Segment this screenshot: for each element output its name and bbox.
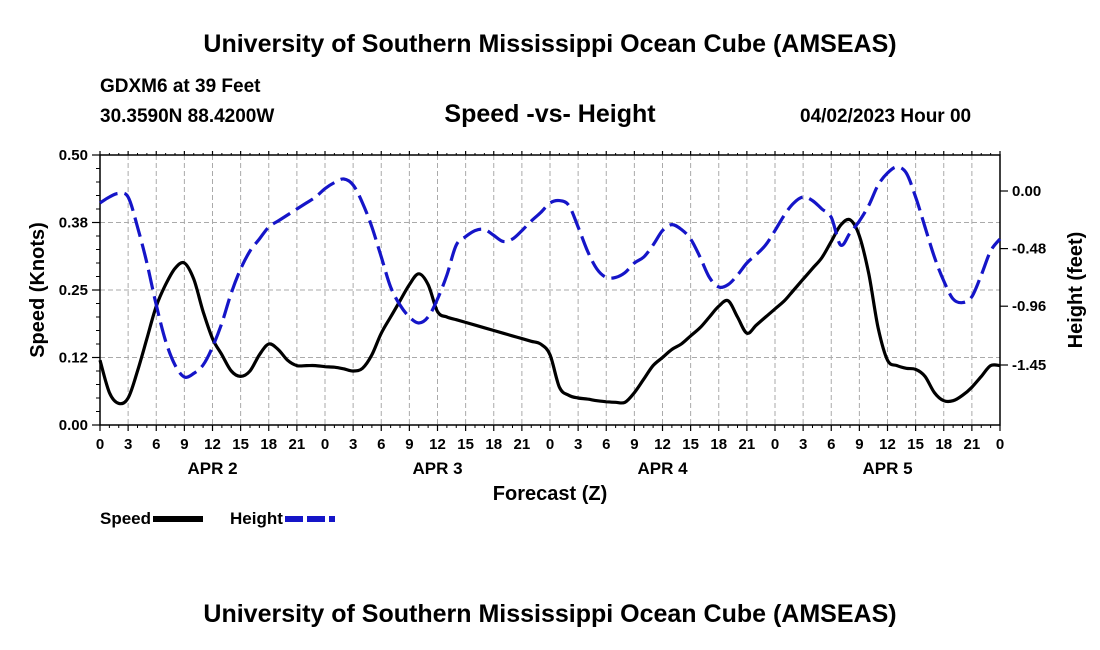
x-tick-label: 3 xyxy=(799,436,807,453)
x-tick-label: 12 xyxy=(429,436,446,453)
x-tick-label: 9 xyxy=(630,436,638,453)
x-tick-label: 9 xyxy=(405,436,413,453)
station-label: GDXM6 at 39 Feet xyxy=(100,76,261,97)
x-tick-label: 3 xyxy=(349,436,357,453)
day-label: APR 5 xyxy=(862,459,912,478)
legend-speed-label: Speed xyxy=(100,509,152,528)
x-tick-label: 18 xyxy=(260,436,277,453)
x-tick-label: 0 xyxy=(996,436,1004,453)
y-tick-label: 0.12 xyxy=(59,350,88,367)
x-tick-label: 15 xyxy=(907,436,924,453)
legend-height-label: Height xyxy=(230,509,283,528)
x-tick-label: 0 xyxy=(96,436,104,453)
x-tick-label: 12 xyxy=(654,436,671,453)
day-label: APR 3 xyxy=(412,459,462,478)
x-tick-label: 9 xyxy=(855,436,863,453)
x-tick-label: 0 xyxy=(321,436,329,453)
legend-speed: Speed xyxy=(100,509,204,529)
y2-axis-label: Height (feet) xyxy=(1065,232,1087,349)
x-tick-label: 6 xyxy=(152,436,160,453)
x-tick-label: 0 xyxy=(546,436,554,453)
x-tick-label: 21 xyxy=(964,436,981,453)
x-tick-label: 6 xyxy=(377,436,385,453)
x-tick-label: 15 xyxy=(682,436,699,453)
x-tick-label: 3 xyxy=(124,436,132,453)
legend-height-swatch xyxy=(284,516,335,522)
y2-tick-label: -0.48 xyxy=(1012,241,1046,258)
y-tick-label: 0.50 xyxy=(59,147,88,164)
x-tick-label: 6 xyxy=(827,436,835,453)
x-tick-label: 15 xyxy=(457,436,474,453)
grid-lines xyxy=(100,155,1000,425)
x-tick-label: 18 xyxy=(935,436,952,453)
forecast-datetime: 04/02/2023 Hour 00 xyxy=(800,106,972,127)
speed-series-line xyxy=(98,217,1001,406)
y-axis-label: Speed (Knots) xyxy=(27,222,49,358)
x-tick-label: 21 xyxy=(739,436,756,453)
axes: 0 3 6 9 12 15 18 21 0 3 6 9 12 15 18 21 0 3 6 9 12 15 18 21 0 3 6 9… xyxy=(59,147,1046,478)
x-tick-label: 6 xyxy=(602,436,610,453)
y-tick-label: 0.00 xyxy=(59,417,88,434)
x-tick-label: 12 xyxy=(879,436,896,453)
y-tick-label: 0.25 xyxy=(59,282,88,299)
x-tick-label: 18 xyxy=(710,436,727,453)
y2-tick-label: -1.45 xyxy=(1012,357,1046,374)
chart-title: University of Southern Mississippi Ocean… xyxy=(203,30,897,58)
y2-tick-label: 0.00 xyxy=(1012,183,1041,200)
x-tick-label: 0 xyxy=(771,436,779,453)
plot-subtitle: Speed -vs- Height xyxy=(444,100,656,128)
coordinates-label: 30.3590N 88.4200W xyxy=(100,106,275,127)
x-tick-label: 9 xyxy=(180,436,188,453)
x-tick-label: 21 xyxy=(514,436,531,453)
day-label: APR 4 xyxy=(637,459,688,478)
x-tick-label: 21 xyxy=(289,436,306,453)
x-tick-label: 15 xyxy=(232,436,249,453)
x-tick-label: 18 xyxy=(485,436,502,453)
y2-tick-label: -0.96 xyxy=(1012,298,1046,315)
x-axis-label: Forecast (Z) xyxy=(493,483,607,505)
legend-speed-swatch xyxy=(153,516,204,522)
x-tick-label: 3 xyxy=(574,436,582,453)
height-series-line xyxy=(99,165,1002,379)
x-tick-label: 12 xyxy=(204,436,221,453)
legend-height: Height xyxy=(230,509,335,529)
day-label: APR 2 xyxy=(187,459,237,478)
series-lines xyxy=(98,165,1002,406)
y-tick-label: 0.38 xyxy=(59,215,88,232)
footer-title: University of Southern Mississippi Ocean… xyxy=(203,600,897,628)
